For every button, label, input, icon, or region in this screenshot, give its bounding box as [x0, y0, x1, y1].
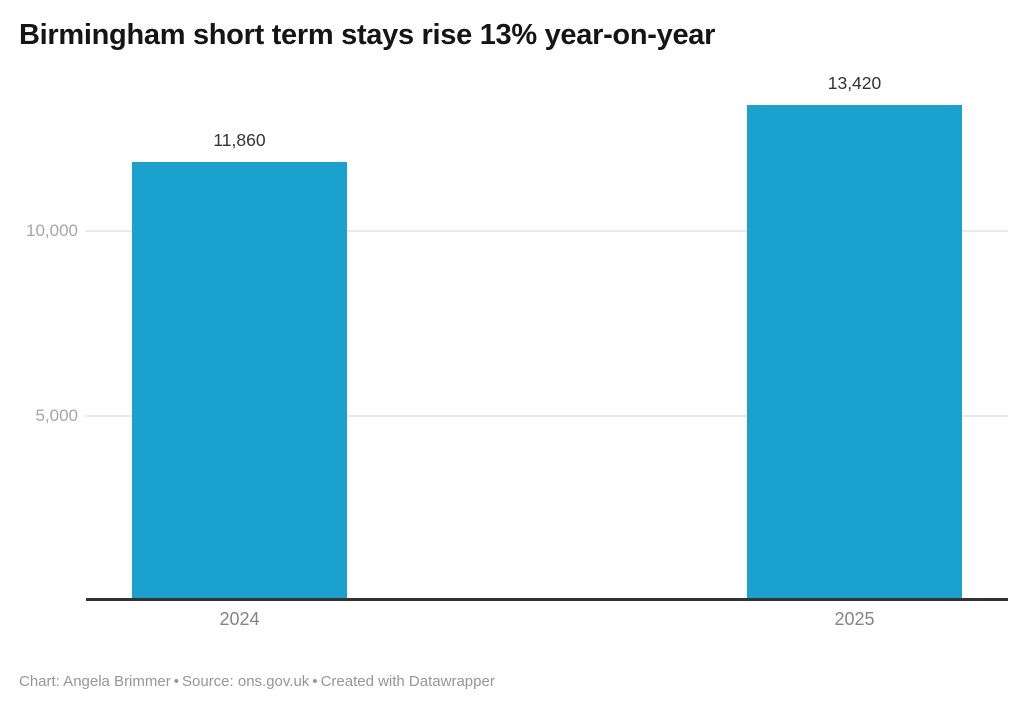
source-text: Source: ons.gov.uk: [182, 673, 310, 690]
gridline: [86, 230, 1008, 232]
x-tick-label-2024: 2024: [219, 609, 260, 629]
footer-separator: •: [173, 673, 179, 690]
chart-footer: Chart: Angela Brimmer • Source: ons.gov.uk…: [19, 673, 495, 690]
x-axis-line: [86, 598, 1008, 601]
gridline: [86, 415, 1008, 417]
footer-separator: •: [312, 673, 318, 690]
bar-group-2025: 13,420: [747, 0, 962, 600]
x-tick-label-2025: 2025: [834, 609, 875, 629]
chart-title: Birmingham short term stays rise 13% yea…: [19, 19, 716, 51]
value-label: 11,860: [213, 130, 266, 150]
created-with-text: Created with Datawrapper: [320, 673, 495, 690]
bar-2025: [747, 105, 962, 600]
y-tick-label: 5,000: [35, 406, 78, 425]
value-label: 13,420: [827, 73, 882, 93]
bar-group-2024: 11,860: [132, 0, 347, 600]
chart-credit: Chart: Angela Brimmer: [19, 673, 171, 690]
y-tick-label: 10,000: [26, 221, 78, 240]
bar-2024: [132, 162, 347, 600]
